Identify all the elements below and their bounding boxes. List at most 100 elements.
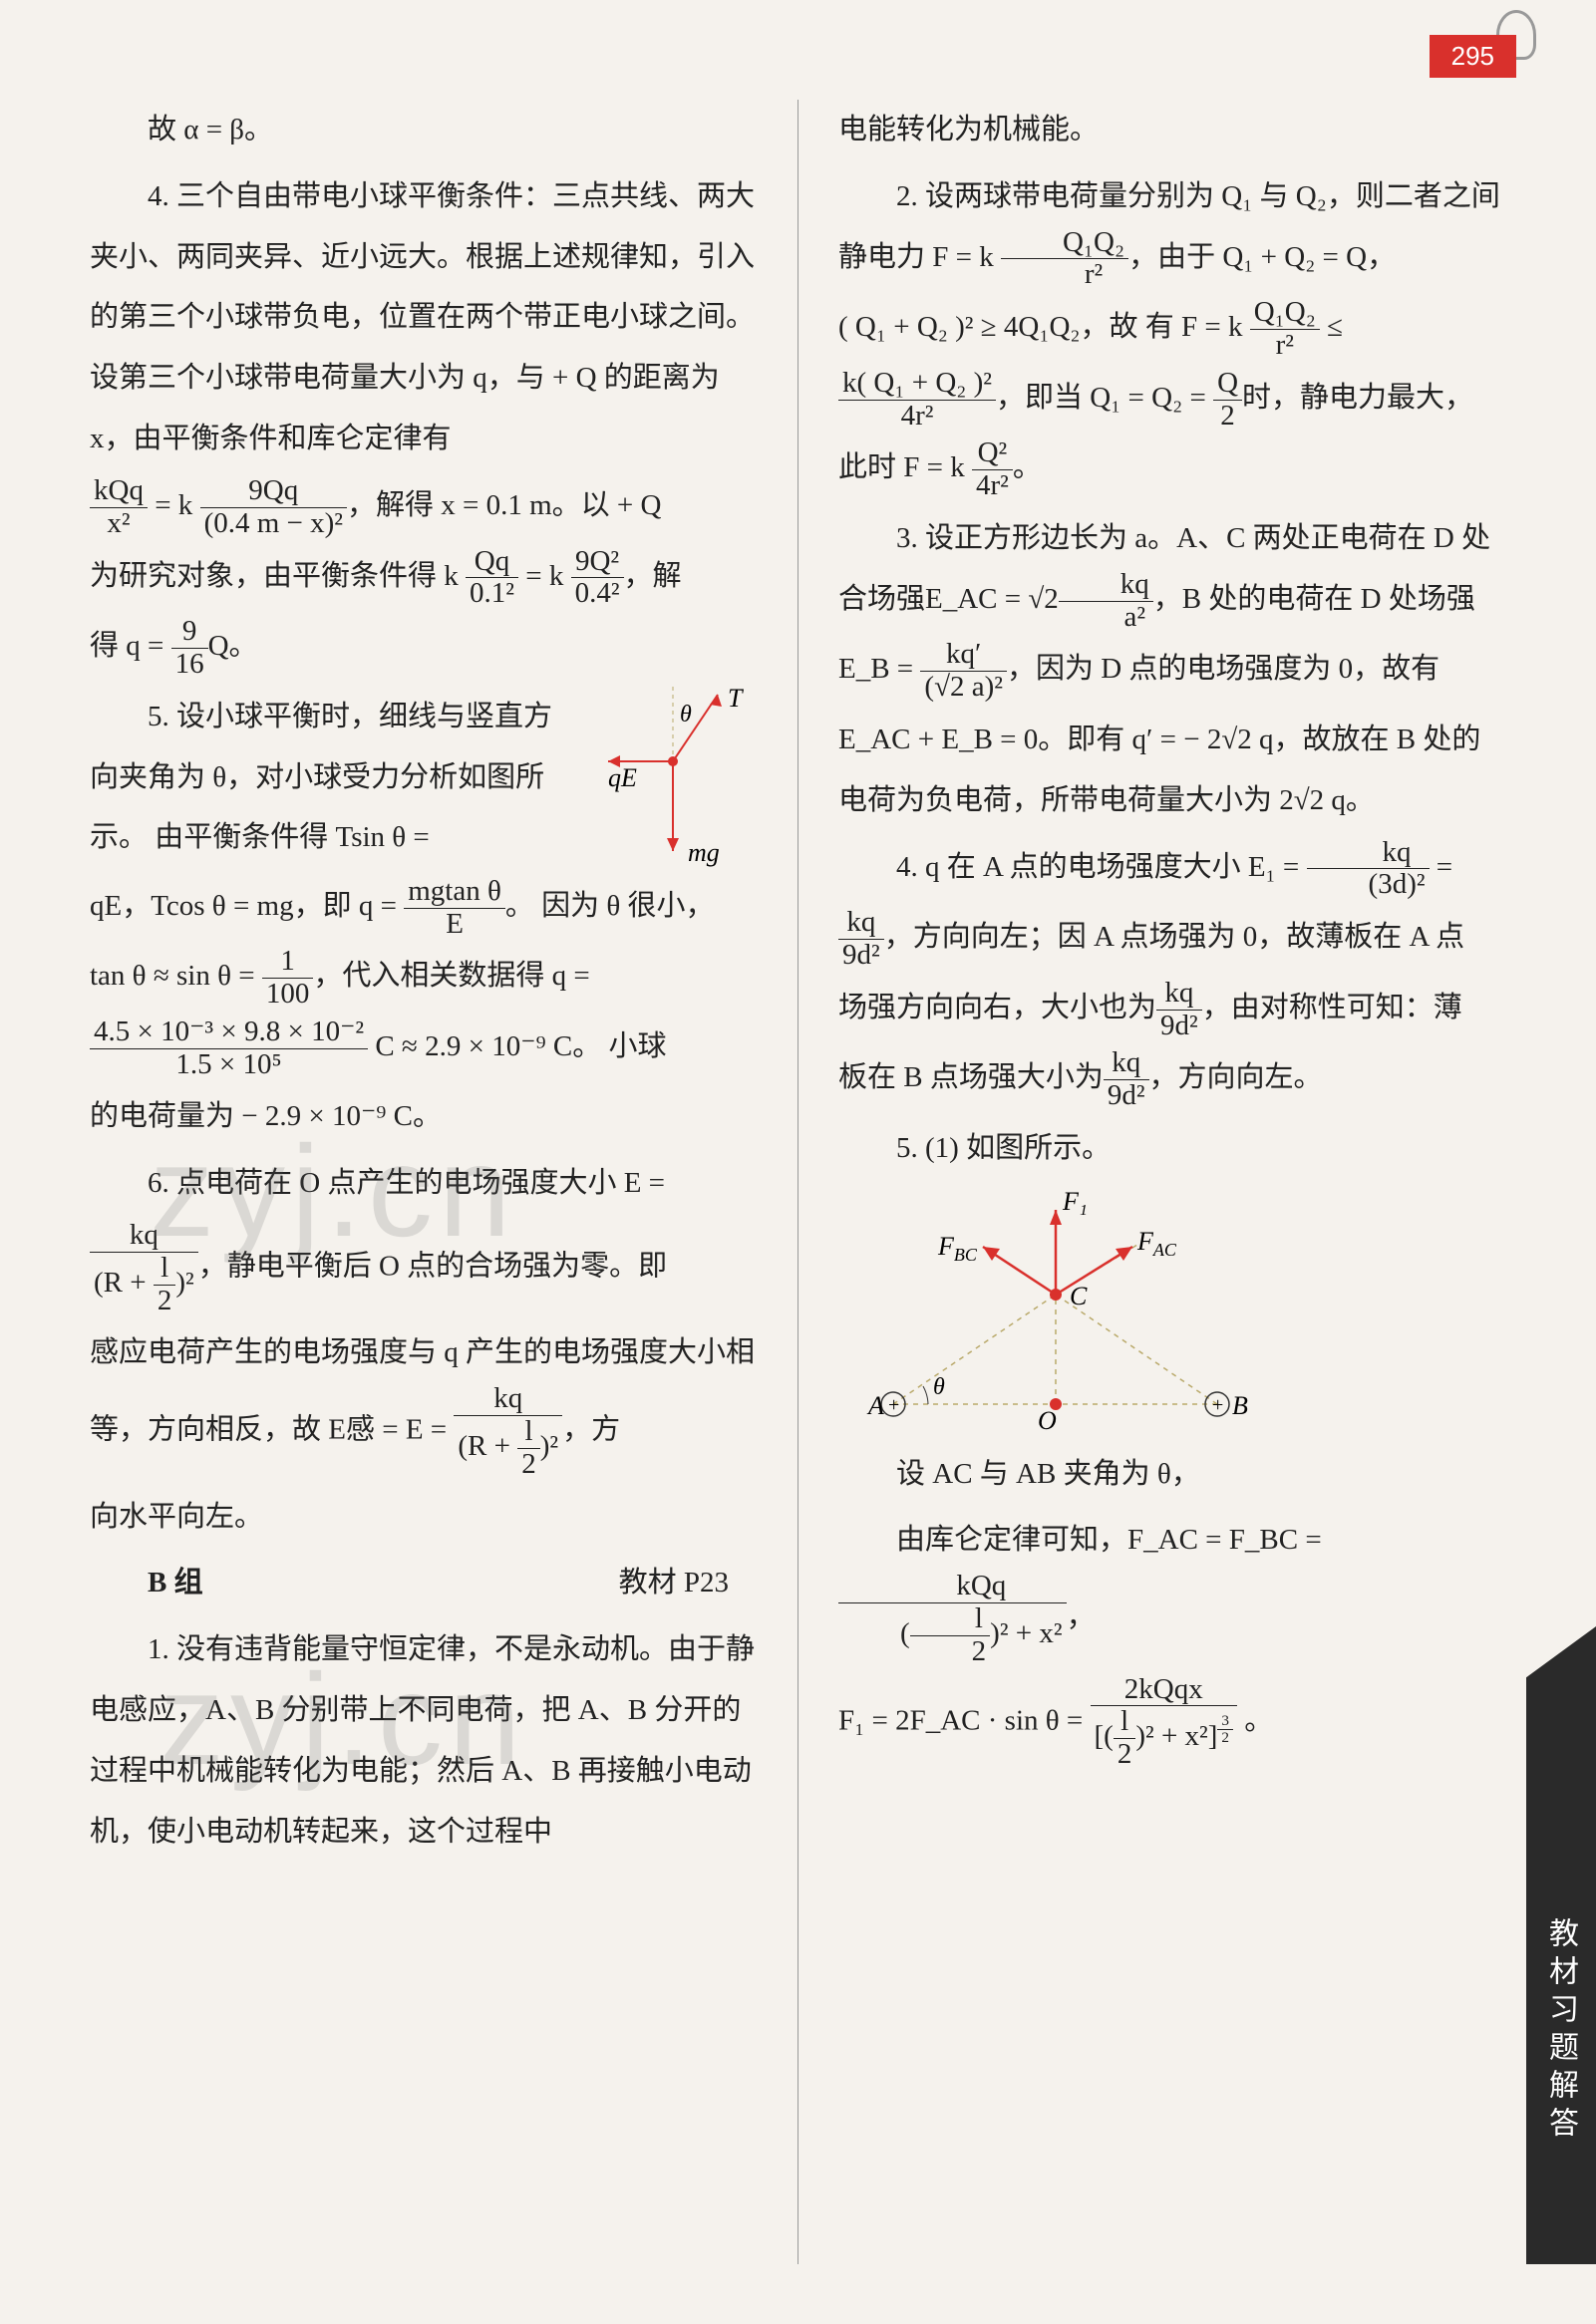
- svg-text:B: B: [1232, 1391, 1248, 1420]
- text: =: [1430, 851, 1453, 883]
- numerator: kq: [454, 1383, 562, 1416]
- numerator: 3: [1217, 1713, 1233, 1731]
- fraction: kq a²: [1059, 569, 1153, 634]
- para: 4. 三个自由带电小球平衡条件：三点共线、两大夹小、两同夹异、近小远大。根据上述…: [90, 166, 758, 469]
- denominator: r²: [1001, 259, 1128, 291]
- numerator: l: [1114, 1706, 1136, 1739]
- denominator: 9d²: [1104, 1080, 1149, 1112]
- numerator: l: [910, 1603, 991, 1636]
- numerator: 2kQqx: [1091, 1674, 1238, 1707]
- label-T: T: [728, 687, 744, 713]
- fraction: kq′ (√2 a)²: [920, 639, 1007, 704]
- fraction: kq (R + l2)²: [454, 1383, 562, 1481]
- content-area: 故 α = β。 4. 三个自由带电小球平衡条件：三点共线、两大夹小、两同夹异、…: [90, 100, 1506, 2264]
- text: ，方向向左。: [1149, 1061, 1323, 1093]
- numerator: 9Qq: [200, 475, 347, 508]
- numerator: kQq: [90, 475, 148, 508]
- numerator: kq: [1307, 837, 1430, 870]
- text: 由库仑定律可知，F_AC = F_BC =: [896, 1524, 1322, 1556]
- right-column: 电能转化为机械能。 2. 设两球带电荷量分别为 Q₁ 与 Q₂，则二者之间静电力…: [838, 100, 1506, 2264]
- para: 向水平向左。: [90, 1487, 758, 1548]
- equation-line: 场强方向向右，大小也为 kq 9d² ，由对称性可知：薄: [838, 978, 1506, 1042]
- numerator: Qq: [466, 546, 518, 579]
- numerator: Q₁Q₂: [1250, 297, 1320, 330]
- text: ，由于 Q₁ + Q₂ = Q，: [1128, 241, 1396, 273]
- vector-diagram-svg: + + θ A B C O F₁ FAC FBC: [838, 1185, 1257, 1444]
- equation-line: 4. q 在 A 点的电场强度大小 E₁ = kq (3d)² =: [838, 837, 1506, 902]
- fraction: 9Q² 0.4²: [571, 546, 624, 611]
- numerator: kq′: [920, 639, 1007, 672]
- fraction: kQq (l2)² + x²: [838, 1571, 1067, 1668]
- text: 。: [1237, 1704, 1273, 1736]
- svg-text:O: O: [1038, 1406, 1057, 1435]
- denominator: 9d²: [1156, 1011, 1202, 1042]
- fraction: Q² 4r²: [972, 437, 1013, 502]
- denominator: (3d)²: [1307, 869, 1430, 901]
- text: ，因为 D 点的电场强度为 0，故有: [1007, 653, 1439, 685]
- text: ，方向向左；因 A 点场强为 0，故薄板在 A 点: [884, 921, 1464, 953]
- denominator: 0.1²: [466, 578, 518, 610]
- numerator: k( Q₁ + Q₂ )²: [838, 368, 996, 401]
- denominator: 2: [1217, 1730, 1233, 1747]
- fraction: kq (3d)²: [1307, 837, 1430, 902]
- text: ，解: [624, 560, 682, 592]
- text: 此时 F = k: [838, 451, 972, 483]
- inner-fraction: l2: [154, 1253, 176, 1317]
- equation-line: 此时 F = k Q² 4r² 。: [838, 437, 1506, 502]
- equation-line: 得 q = 9 16 Q。: [90, 616, 758, 681]
- label-mg: mg: [688, 838, 720, 867]
- numerator: l: [517, 1416, 540, 1449]
- text: ，静电平衡后 O 点的合场强为零。即: [198, 1250, 667, 1282]
- para: 故 α = β。: [90, 100, 758, 160]
- text: C ≈ 2.9 × 10⁻⁹ C。 小球: [368, 1030, 666, 1062]
- fraction: 4.5 × 10⁻³ × 9.8 × 10⁻² 1.5 × 10⁵: [90, 1017, 368, 1081]
- inner-fraction: l2: [517, 1416, 540, 1481]
- inner-fraction: l2: [1114, 1706, 1136, 1771]
- force-diagram-svg: T θ qE mg: [588, 687, 758, 876]
- text: 时，静电力最大，: [1242, 382, 1473, 414]
- text: (R +: [94, 1267, 154, 1299]
- text: tan θ ≈ sin θ =: [90, 960, 262, 992]
- equation-line: E_B = kq′ (√2 a)² ，因为 D 点的电场强度为 0，故有: [838, 639, 1506, 704]
- denominator: x²: [90, 508, 148, 540]
- text: 场强方向向右，大小也为: [838, 992, 1156, 1023]
- vector-diagram-figure: + + θ A B C O F₁ FAC FBC: [838, 1185, 1506, 1444]
- fraction: 9 16: [171, 616, 208, 681]
- denominator: 100: [262, 979, 314, 1011]
- text: ，由对称性可知：薄: [1202, 992, 1462, 1023]
- text: ，方: [562, 1414, 620, 1446]
- text: )² + x²: [990, 1617, 1062, 1649]
- fraction: Q₁Q₂ r²: [1001, 227, 1128, 292]
- text: )² + x²]: [1135, 1721, 1217, 1753]
- equation-line: ( Q₁ + Q₂ )² ≥ 4Q₁Q₂，故 有 F = k Q₁Q₂ r² ≤: [838, 297, 1506, 362]
- para: 电能转化为机械能。: [838, 100, 1506, 160]
- text: ( Q₁ + Q₂ )² ≥ 4Q₁Q₂，故 有 F = k: [838, 311, 1250, 343]
- text: ，即当 Q₁ = Q₂ =: [996, 382, 1213, 414]
- equation-line: kQq x² = k 9Qq (0.4 m − x)² ，解得 x = 0.1 …: [90, 475, 758, 540]
- group-b-heading: B 组 教材 P23: [90, 1553, 758, 1613]
- text: (: [900, 1617, 910, 1649]
- text: 4. q 在 A 点的电场强度大小 E₁ =: [896, 851, 1307, 883]
- text: )²: [175, 1267, 193, 1299]
- text: 板在 B 点场强大小为: [838, 1061, 1104, 1093]
- numerator: kq: [90, 1220, 198, 1253]
- numerator: Q: [1213, 368, 1242, 401]
- fraction: Qq 0.1²: [466, 546, 518, 611]
- text: ，B 处的电荷在 D 处场强: [1153, 583, 1475, 615]
- numerator: kq: [838, 907, 884, 940]
- svg-text:+: +: [1212, 1394, 1223, 1416]
- label-qE: qE: [608, 763, 637, 792]
- numerator: l: [154, 1253, 176, 1286]
- para: 设 AC 与 AB 夹角为 θ，: [838, 1444, 1506, 1505]
- text: 。: [1013, 451, 1042, 483]
- side-tab-label: 教材习题解答: [1538, 1917, 1582, 2145]
- equation-line: 为研究对象，由平衡条件得 k Qq 0.1² = k 9Q² 0.4² ，解: [90, 546, 758, 611]
- inner-fraction: l2: [910, 1603, 991, 1668]
- text: = k: [518, 560, 571, 592]
- equation-line: k( Q₁ + Q₂ )² 4r² ，即当 Q₁ = Q₂ = Q 2 时，静电…: [838, 368, 1506, 433]
- denominator: 0.4²: [571, 578, 624, 610]
- equation-line: 板在 B 点场强大小为 kq 9d² ，方向向左。: [838, 1047, 1506, 1112]
- denominator: (0.4 m − x)²: [200, 508, 347, 540]
- fraction: k( Q₁ + Q₂ )² 4r²: [838, 368, 996, 433]
- text: qE，Tcos θ = mg，即 q =: [90, 890, 404, 922]
